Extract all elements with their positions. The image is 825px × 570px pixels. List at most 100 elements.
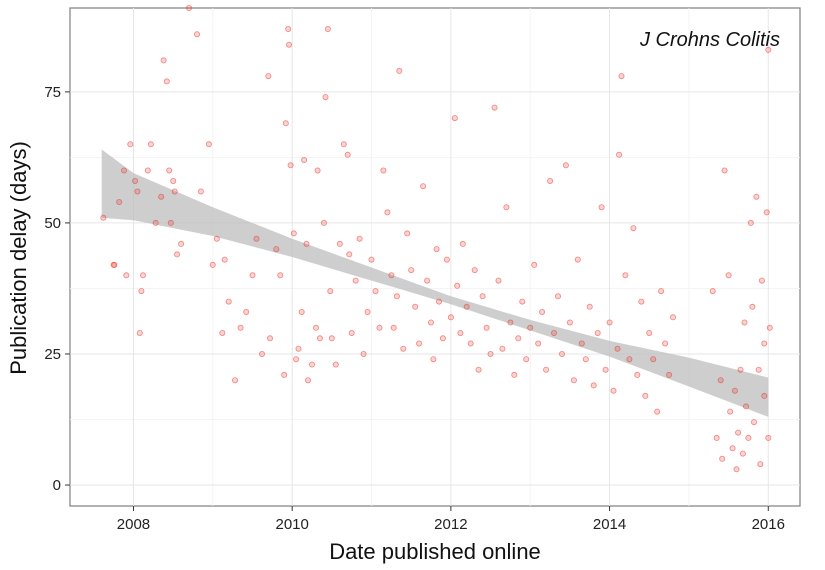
data-point	[531, 261, 538, 268]
data-point	[598, 204, 605, 211]
data-point	[427, 319, 434, 326]
data-point	[152, 219, 159, 226]
data-point	[634, 371, 641, 378]
data-point	[340, 141, 347, 148]
grid-lines	[70, 8, 800, 506]
data-point	[515, 335, 522, 342]
data-point	[281, 371, 288, 378]
y-tick-label: 25	[44, 346, 61, 363]
data-point	[127, 141, 134, 148]
data-point	[606, 319, 613, 326]
data-point	[618, 73, 625, 80]
data-point	[121, 167, 128, 174]
data-point	[408, 267, 415, 274]
data-point	[396, 67, 403, 74]
data-point	[412, 303, 419, 310]
data-point	[344, 151, 351, 158]
data-point	[435, 298, 442, 305]
data-point	[312, 324, 319, 331]
y-tick-label: 0	[53, 477, 61, 494]
data-point	[650, 356, 657, 363]
data-point	[614, 345, 621, 352]
data-point	[562, 162, 569, 169]
data-point	[751, 419, 758, 426]
confidence-band	[101, 149, 769, 417]
data-point	[766, 324, 773, 331]
data-point	[320, 219, 327, 226]
data-point	[346, 251, 353, 258]
data-point	[185, 5, 192, 11]
y-tick-label: 50	[44, 215, 61, 232]
data-point	[303, 240, 310, 247]
data-point	[574, 256, 581, 263]
data-point	[221, 256, 228, 263]
data-point	[144, 167, 151, 174]
data-point	[709, 288, 716, 295]
data-point	[551, 329, 558, 336]
data-point	[443, 256, 450, 263]
data-point	[479, 293, 486, 300]
data-point	[503, 204, 510, 211]
data-point	[511, 371, 518, 378]
data-point	[166, 167, 173, 174]
data-point	[213, 235, 220, 242]
data-point	[368, 256, 375, 263]
data-point	[725, 272, 732, 279]
data-point	[285, 41, 292, 48]
data-point	[160, 57, 167, 64]
data-point	[610, 387, 617, 394]
data-point	[719, 455, 726, 462]
data-point	[295, 345, 302, 352]
data-points	[100, 5, 773, 473]
data-point	[755, 366, 762, 373]
data-point	[761, 340, 768, 347]
data-point	[721, 167, 728, 174]
data-point	[388, 272, 395, 279]
x-tick-label: 2010	[275, 516, 308, 533]
data-point	[765, 434, 772, 441]
data-point	[729, 445, 736, 452]
data-point	[416, 340, 423, 347]
data-point	[219, 329, 226, 336]
data-point	[507, 319, 514, 326]
y-axis-title: Publication delay (days)	[6, 141, 31, 375]
data-point	[433, 246, 440, 253]
data-point	[733, 466, 740, 473]
data-point	[646, 329, 653, 336]
data-point	[670, 314, 677, 321]
data-point	[737, 366, 744, 373]
data-point	[547, 177, 554, 184]
data-point	[376, 324, 383, 331]
data-point	[225, 298, 232, 305]
data-point	[197, 188, 204, 195]
data-point	[559, 350, 566, 357]
data-point	[757, 461, 764, 468]
data-point	[132, 177, 139, 184]
data-point	[364, 308, 371, 315]
data-point	[459, 240, 466, 247]
data-point	[322, 94, 329, 101]
data-point	[626, 356, 633, 363]
data-point	[586, 303, 593, 310]
data-point	[543, 366, 550, 373]
data-point	[139, 272, 146, 279]
data-point	[178, 240, 185, 247]
data-point	[765, 46, 772, 53]
data-point	[327, 288, 334, 295]
data-point	[328, 335, 335, 342]
confidence-ribbon	[101, 149, 769, 417]
data-point	[475, 366, 482, 373]
chart-annotation: J Crohns Colitis	[639, 29, 780, 51]
data-point	[287, 162, 294, 169]
data-point	[578, 340, 585, 347]
data-point	[519, 298, 526, 305]
data-point	[100, 214, 107, 221]
data-point	[570, 377, 577, 384]
data-point	[713, 434, 720, 441]
data-point	[352, 277, 359, 284]
data-point	[638, 298, 645, 305]
x-axis-title: Date published online	[329, 539, 541, 564]
data-point	[642, 392, 649, 399]
data-point	[136, 329, 143, 336]
data-point	[304, 377, 311, 384]
